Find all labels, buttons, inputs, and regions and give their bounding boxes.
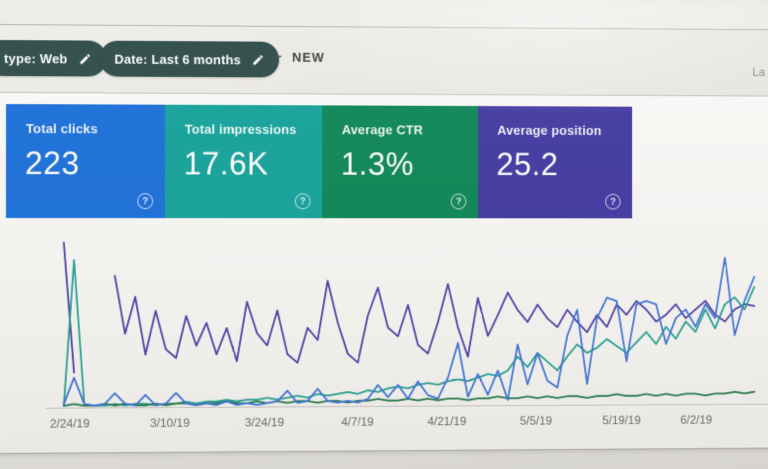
x-tick-label: 3/24/19 <box>245 415 285 429</box>
x-tick-label: 3/10/19 <box>150 416 190 430</box>
pencil-icon[interactable] <box>78 52 91 65</box>
help-icon[interactable]: ? <box>450 193 467 210</box>
metric-card-average-position[interactable]: Average position 25.2 ? <box>477 106 633 219</box>
x-tick-label: 6/2/19 <box>680 413 712 427</box>
help-icon[interactable]: ? <box>294 193 311 210</box>
metric-card-label: Average CTR <box>341 122 424 138</box>
help-icon[interactable]: ? <box>137 193 154 210</box>
plus-icon: + <box>271 46 283 68</box>
screen-top-edge <box>0 0 768 31</box>
metric-card-average-ctr[interactable]: Average CTR 1.3% ? <box>322 105 478 219</box>
filter-chip-search-type-label: type: Web <box>3 50 68 66</box>
series-line-average-position <box>64 242 754 372</box>
x-tick-label: 5/5/19 <box>520 414 552 428</box>
metric-card-label: Average position <box>497 122 602 138</box>
filter-chip-date-range-label: Date: Last 6 months <box>114 51 241 67</box>
help-icon[interactable]: ? <box>605 193 621 210</box>
metric-card-value: 25.2 <box>496 146 559 182</box>
filter-chip-search-type[interactable]: type: Web <box>0 39 107 77</box>
metric-card-total-clicks[interactable]: Total clicks 223 ? <box>5 104 165 219</box>
metric-card-value: 17.6K <box>183 145 269 182</box>
performance-line-chart[interactable]: 2/24/19 3/10/19 3/24/19 4/7/19 4/21/19 5/5/19… <box>0 224 768 442</box>
x-tick-label: 5/19/19 <box>602 413 641 427</box>
x-tick-label: 4/7/19 <box>341 415 374 429</box>
metric-card-label: Total impressions <box>184 121 297 137</box>
metric-card-value: 1.3% <box>340 145 414 182</box>
metric-card-label: Total clicks <box>25 121 98 137</box>
last-updated-text-clipped: La <box>752 65 766 79</box>
x-tick-label: 4/21/19 <box>428 414 467 428</box>
x-tick-label: 2/24/19 <box>50 416 90 430</box>
metric-card-value: 223 <box>24 145 80 182</box>
new-filter-button[interactable]: + NEW <box>271 46 325 68</box>
new-filter-button-label: NEW <box>292 49 325 65</box>
series-line-total-clicks <box>64 258 754 406</box>
metric-card-total-impressions[interactable]: Total impressions 17.6K ? <box>164 104 323 219</box>
series-line-total-impressions <box>64 260 754 406</box>
pencil-icon[interactable] <box>252 53 265 66</box>
metric-cards-row: Total clicks 223 ? Total impressions 17.… <box>5 104 633 219</box>
filter-chip-date-range[interactable]: Date: Last 6 months <box>99 40 280 78</box>
